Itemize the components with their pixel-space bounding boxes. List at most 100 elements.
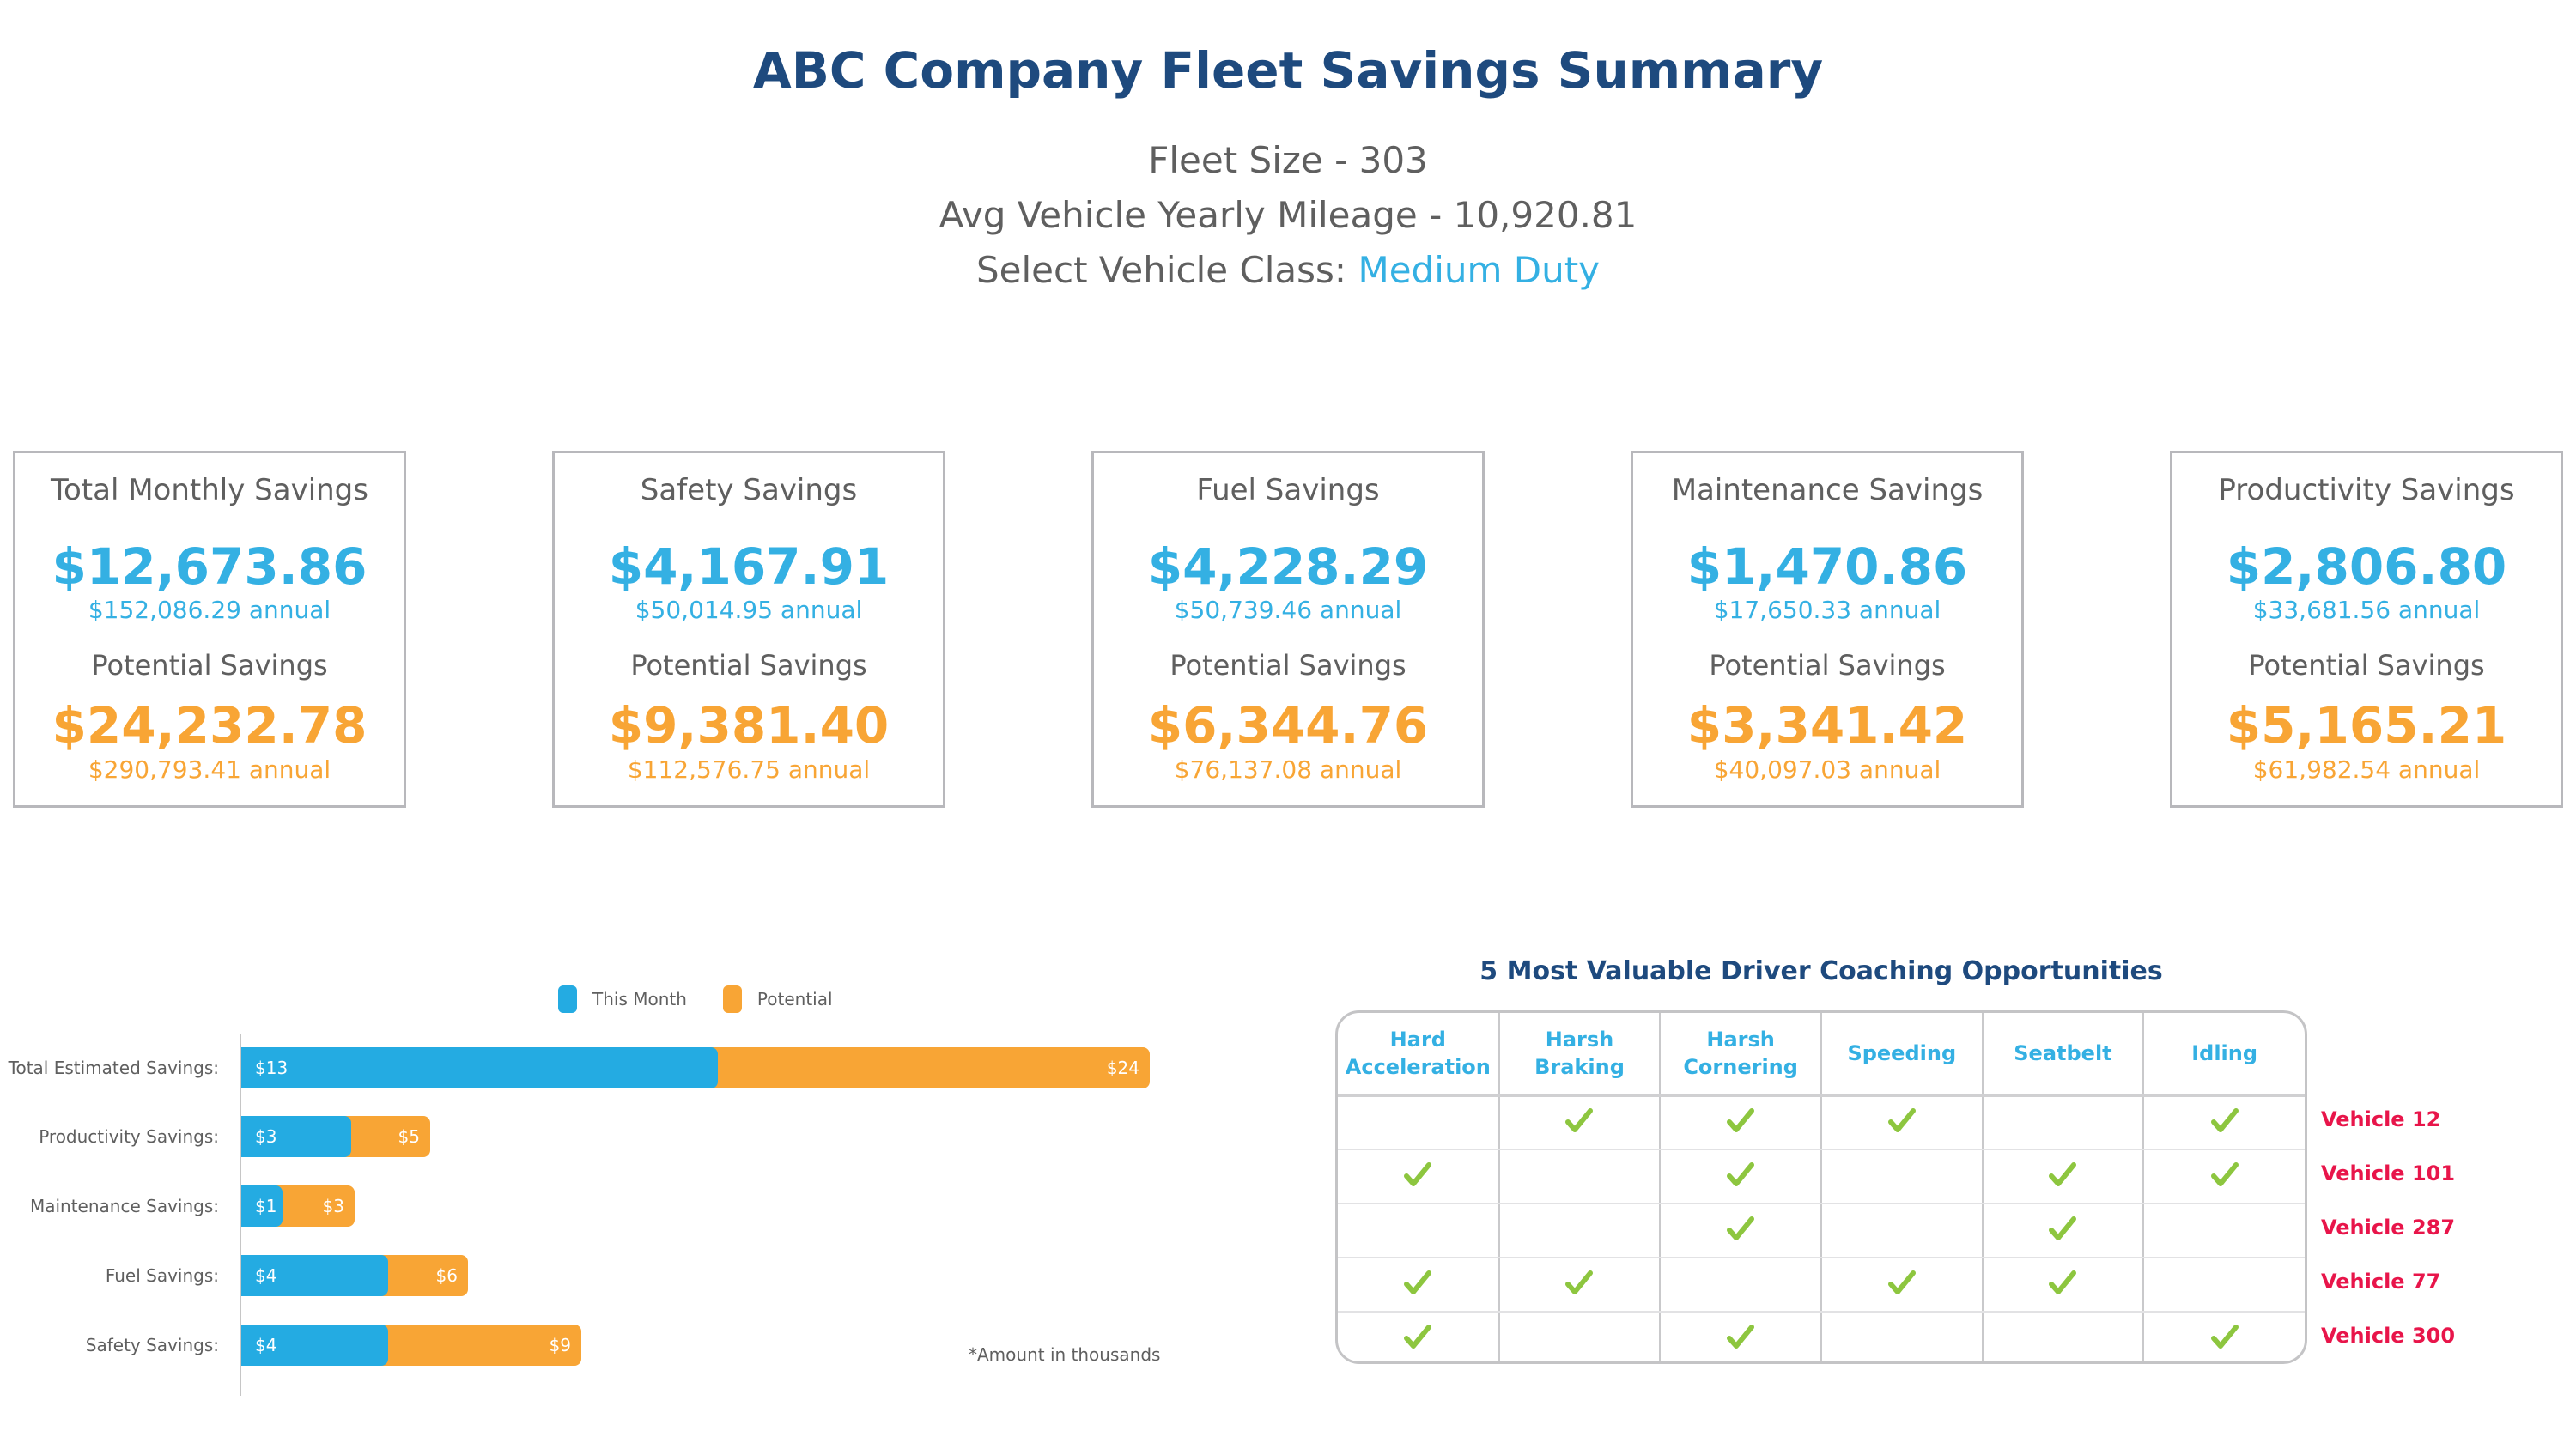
checkmark-icon — [1887, 1107, 1917, 1138]
chart-legend: This Month Potential — [558, 985, 869, 1013]
page-title: ABC Company Fleet Savings Summary — [752, 41, 1824, 100]
row-label: Safety Savings: — [85, 1335, 219, 1355]
checkmark-icon — [2048, 1270, 2077, 1301]
potential-value: $5,165.21 — [2226, 696, 2507, 755]
row-label: Maintenance Savings: — [29, 1196, 219, 1216]
vehicle-class-dropdown[interactable]: Medium Duty — [1358, 249, 1601, 291]
vehicle-label[interactable]: Vehicle 101 — [2321, 1161, 2456, 1185]
coaching-row — [1338, 1095, 2305, 1150]
monthly-annual-value: $33,681.56 annual — [2252, 596, 2481, 624]
checkmark-icon — [2210, 1161, 2239, 1192]
checkmark-icon — [2210, 1325, 2239, 1355]
potential-label: Potential Savings — [1170, 649, 1406, 682]
monthly-value: $12,673.86 — [52, 537, 368, 596]
monthly-value: $4,167.91 — [608, 537, 890, 596]
potential-value-label: $3 — [322, 1196, 344, 1216]
legend-item-this-month[interactable]: This Month — [558, 985, 687, 1013]
coaching-cell — [2143, 1258, 2305, 1313]
this-month-bar[interactable] — [241, 1325, 388, 1366]
column-header-hard-acceleration: Hard Acceleration — [1338, 1013, 1500, 1097]
potential-annual-value: $40,097.03 annual — [1713, 755, 1941, 784]
coaching-cell — [1660, 1312, 1822, 1361]
vehicle-label[interactable]: Vehicle 77 — [2321, 1270, 2441, 1294]
coaching-cell — [1338, 1095, 1500, 1150]
potential-value: $24,232.78 — [52, 696, 368, 755]
coaching-row — [1338, 1204, 2305, 1258]
this-month-bar[interactable] — [241, 1185, 283, 1227]
potential-label: Potential Savings — [2248, 649, 2485, 682]
potential-annual-value: $61,982.54 annual — [2252, 755, 2481, 784]
coaching-cell — [2143, 1312, 2305, 1361]
coaching-cell — [1498, 1204, 1662, 1258]
coaching-cell — [1660, 1204, 1822, 1258]
vehicle-label[interactable]: Vehicle 12 — [2321, 1107, 2441, 1131]
y-axis-line — [240, 1034, 241, 1396]
checkmark-icon — [1726, 1107, 1755, 1138]
this-month-value-label: $4 — [255, 1265, 277, 1286]
coaching-cell — [1498, 1258, 1662, 1313]
monthly-value: $1,470.86 — [1686, 537, 1968, 596]
coaching-cell — [1820, 1312, 1984, 1361]
row-label: Total Estimated Savings: — [8, 1058, 219, 1078]
checkmark-icon — [1887, 1270, 1917, 1301]
checkmark-icon — [1564, 1270, 1594, 1301]
column-header-harsh-cornering: Harsh Cornering — [1660, 1013, 1822, 1097]
monthly-annual-value: $17,650.33 annual — [1713, 596, 1941, 624]
potential-value: $9,381.40 — [608, 696, 890, 755]
coaching-cell — [2143, 1095, 2305, 1150]
card-productivity-savings: Productivity Savings $2,806.80 $33,681.5… — [2170, 451, 2563, 808]
coaching-table: Hard Acceleration Harsh Braking Harsh Corneri… — [1335, 1010, 2307, 1364]
coaching-cell — [2143, 1149, 2305, 1204]
card-title: Total Monthly Savings — [51, 473, 368, 507]
coaching-cell — [1660, 1258, 1822, 1313]
this-month-bar[interactable] — [241, 1116, 351, 1157]
potential-swatch-icon — [722, 985, 742, 1013]
coaching-cell — [1820, 1095, 1984, 1150]
potential-label: Potential Savings — [91, 649, 328, 682]
legend-label: This Month — [592, 989, 687, 1009]
coaching-cell — [1338, 1149, 1500, 1204]
coaching-row — [1338, 1312, 2305, 1361]
checkmark-icon — [2048, 1161, 2077, 1192]
checkmark-icon — [1564, 1107, 1594, 1138]
checkmark-icon — [1726, 1216, 1755, 1246]
coaching-title: 5 Most Valuable Driver Coaching Opportun… — [1479, 956, 2163, 986]
coaching-cell — [1982, 1258, 2145, 1313]
monthly-annual-value: $152,086.29 annual — [88, 596, 331, 624]
monthly-annual-value: $50,739.46 annual — [1174, 596, 1402, 624]
vehicle-label[interactable]: Vehicle 287 — [2321, 1216, 2456, 1240]
row-label: Productivity Savings: — [39, 1126, 219, 1147]
card-title: Maintenance Savings — [1671, 473, 1984, 507]
legend-item-potential[interactable]: Potential — [722, 985, 833, 1013]
card-safety-savings: Safety Savings $4,167.91 $50,014.95 annu… — [552, 451, 945, 808]
coaching-cell — [1820, 1149, 1984, 1204]
card-maintenance-savings: Maintenance Savings $1,470.86 $17,650.33… — [1631, 451, 2024, 808]
coaching-cell — [1338, 1204, 1500, 1258]
card-title: Safety Savings — [640, 473, 858, 507]
this-month-value-label: $3 — [255, 1126, 277, 1147]
chart-footnote: *Amount in thousands — [969, 1344, 1161, 1365]
potential-value-label: $6 — [435, 1265, 458, 1286]
potential-value-label: $9 — [549, 1335, 571, 1355]
potential-value-label: $5 — [398, 1126, 420, 1147]
column-header-harsh-braking: Harsh Braking — [1498, 1013, 1662, 1097]
checkmark-icon — [1726, 1325, 1755, 1355]
this-month-bar[interactable] — [241, 1255, 388, 1296]
coaching-header-row: Hard Acceleration Harsh Braking Harsh Corneri… — [1338, 1013, 2305, 1097]
card-title: Productivity Savings — [2218, 473, 2515, 507]
potential-value: $6,344.76 — [1147, 696, 1429, 755]
this-month-value-label: $4 — [255, 1335, 277, 1355]
checkmark-icon — [1403, 1270, 1432, 1301]
vehicle-label[interactable]: Vehicle 300 — [2321, 1324, 2456, 1348]
coaching-cell — [1498, 1095, 1662, 1150]
coaching-cell — [1982, 1312, 2145, 1361]
coaching-cell — [1660, 1149, 1822, 1204]
avg-vehicle-mileage: Avg Vehicle Yearly Mileage - 10,920.81 — [939, 194, 1637, 236]
checkmark-icon — [1403, 1325, 1432, 1355]
potential-annual-value: $76,137.08 annual — [1174, 755, 1402, 784]
checkmark-icon — [2210, 1107, 2239, 1138]
this-month-bar[interactable] — [241, 1047, 718, 1088]
coaching-cell — [1660, 1095, 1822, 1150]
monthly-value: $4,228.29 — [1147, 537, 1429, 596]
fleet-size: Fleet Size - 303 — [1148, 139, 1428, 181]
